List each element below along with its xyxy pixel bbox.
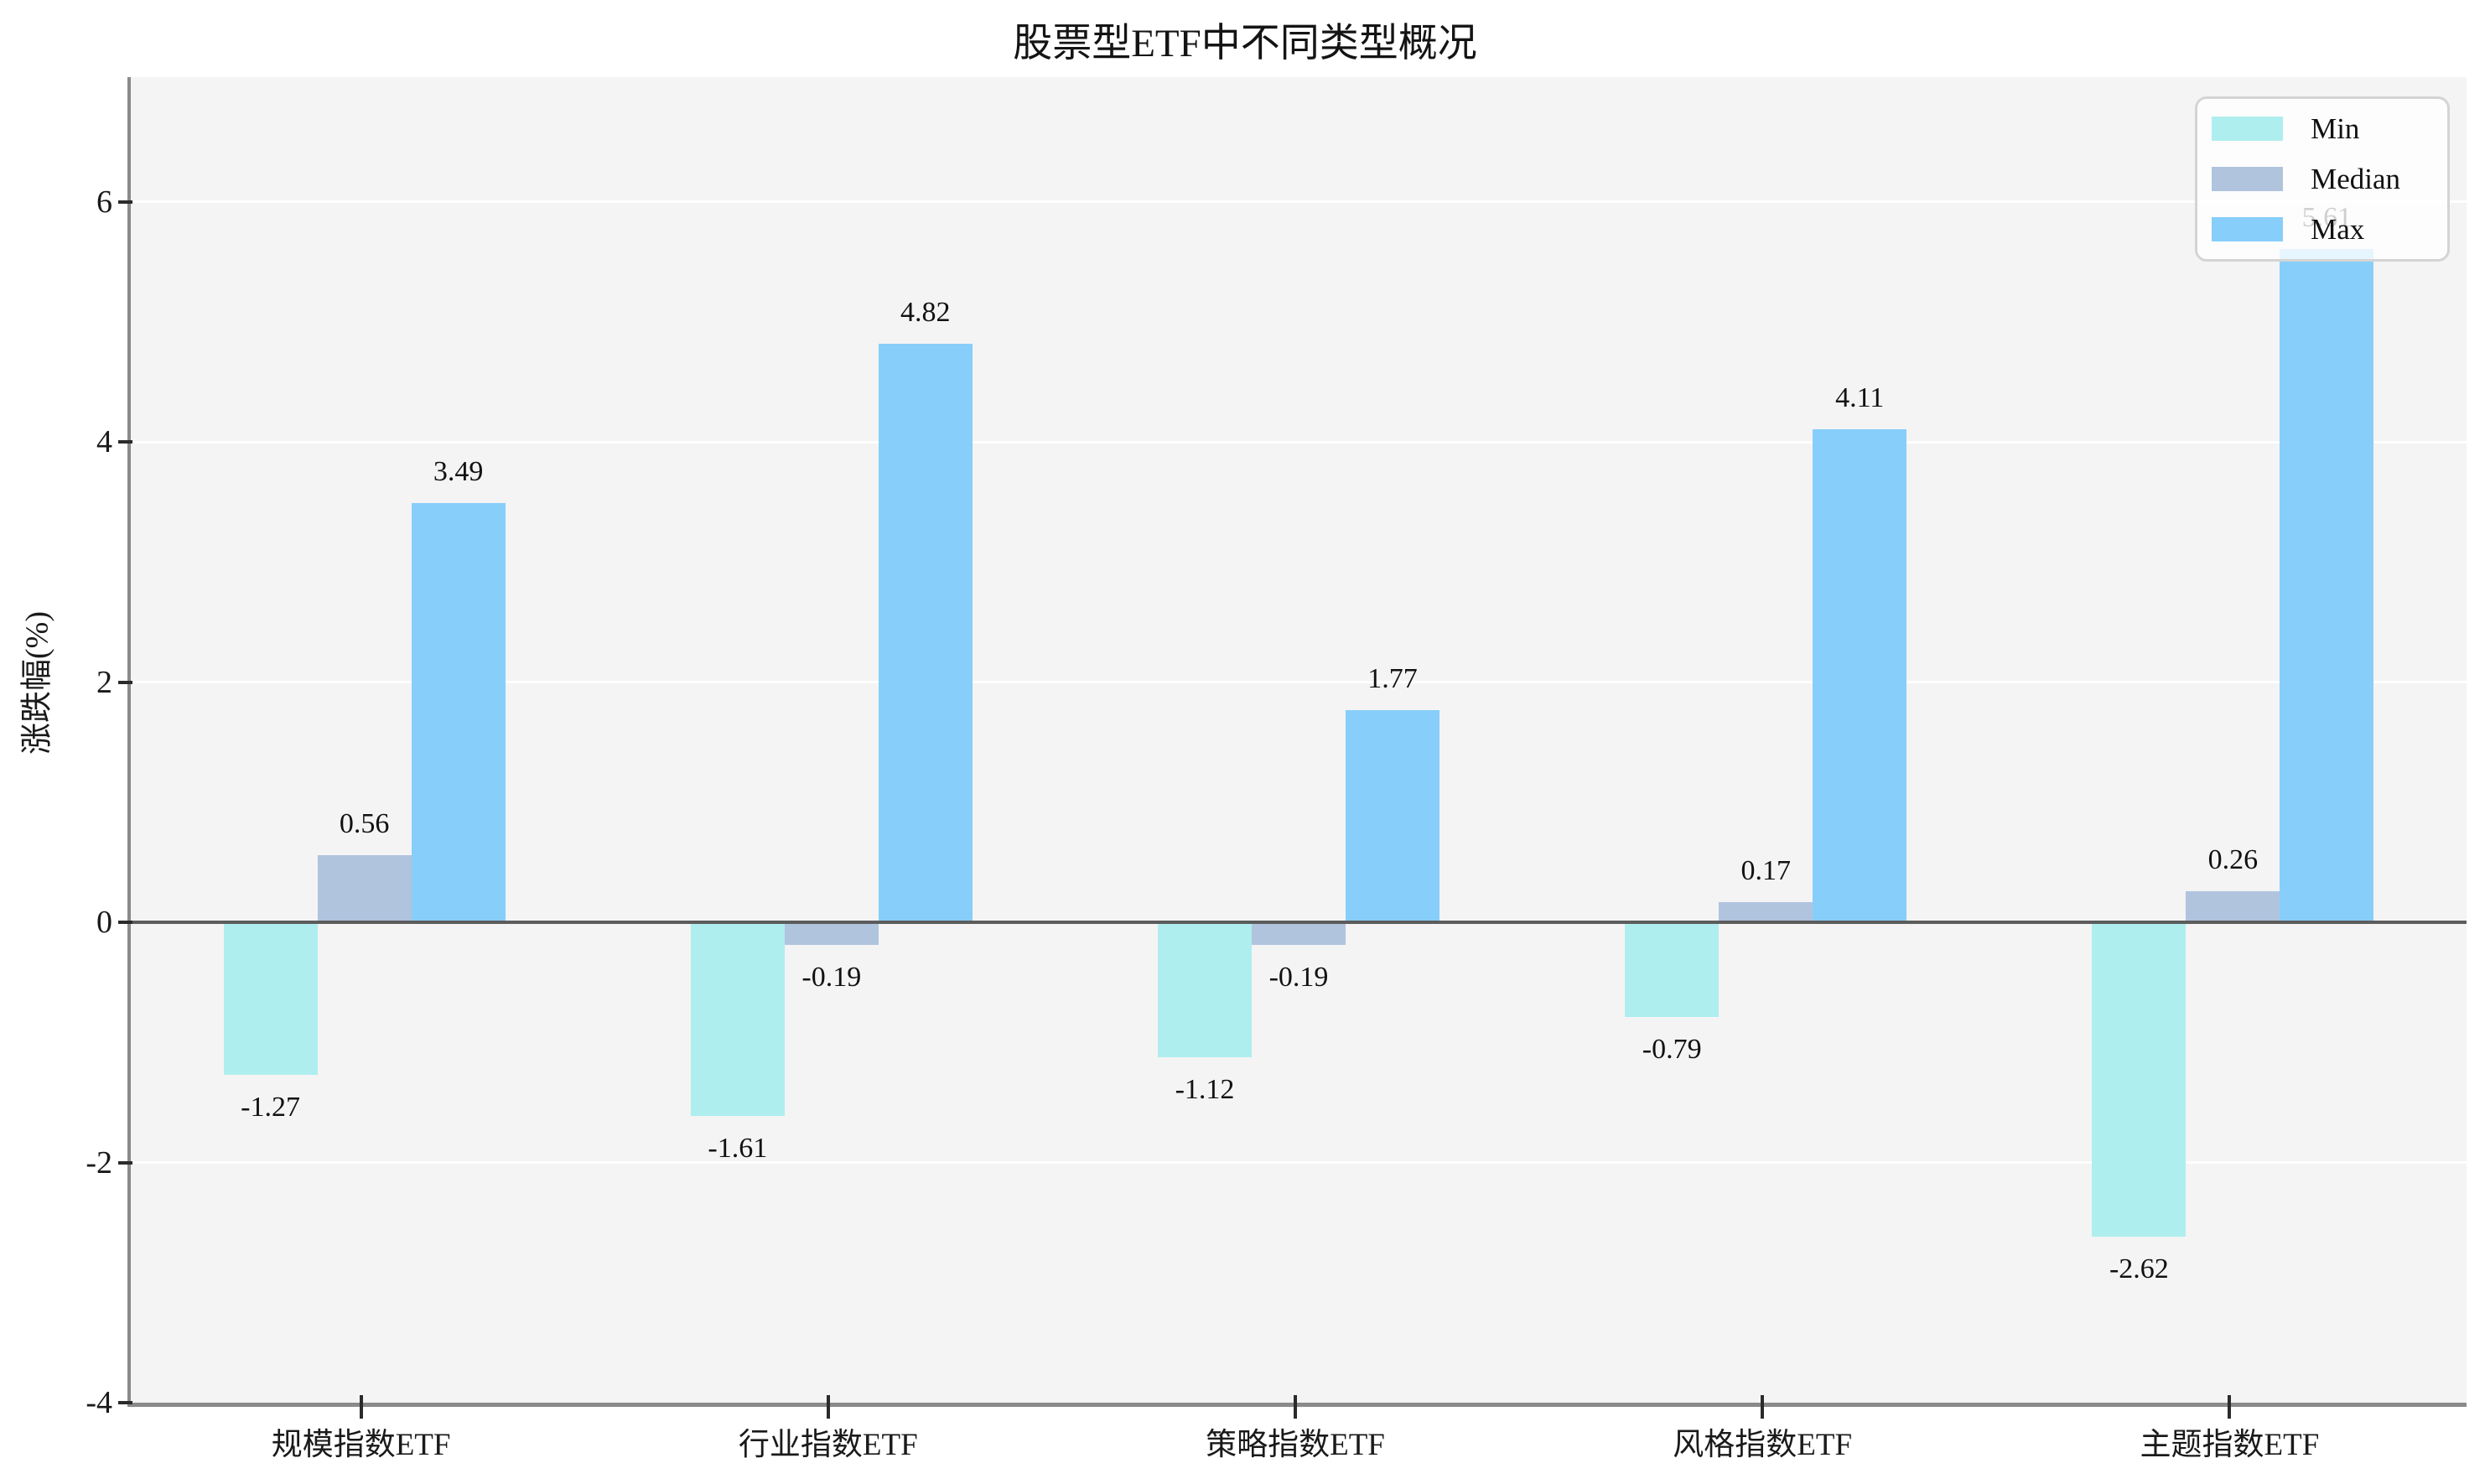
bar-max [2280, 248, 2374, 923]
bar-value-label: 1.77 [1367, 662, 1418, 694]
bar-value-label: 0.17 [1740, 854, 1791, 886]
legend-label: Min [2311, 112, 2360, 145]
plot-area: -1.27 -1.61 -1.12 -0.79 -2.62 0.56 -0.19 -0.19 0… [127, 77, 2467, 1407]
legend: Min Median Max [2195, 96, 2450, 262]
bar-max [878, 343, 973, 923]
bar-median [784, 922, 879, 946]
y-tick-mark [118, 921, 132, 925]
bar-value-label: 4.82 [900, 296, 951, 328]
y-tick-label: -2 [86, 1144, 112, 1180]
y-tick-label: -4 [86, 1385, 112, 1420]
y-tick-label: 4 [96, 424, 112, 460]
bar-min [1158, 922, 1252, 1057]
x-tick-label: 主题指数ETF [2140, 1428, 2320, 1462]
legend-label: Median [2311, 163, 2400, 195]
bar-value-label: 4.11 [1835, 381, 1885, 413]
bar-value-label: -1.27 [241, 1092, 301, 1123]
gridline [131, 681, 2467, 684]
legend-swatch-median [2212, 167, 2284, 191]
bar-value-label: -0.19 [1268, 962, 1329, 994]
legend-label: Max [2311, 213, 2365, 246]
y-tick-mark [118, 1160, 132, 1165]
y-tick-mark [118, 680, 132, 684]
x-tick-mark [826, 1395, 830, 1419]
bar-max [411, 503, 506, 923]
bar-value-label: -2.62 [2109, 1253, 2169, 1285]
x-tick-label: 规模指数ETF [271, 1428, 451, 1462]
bar-value-label: 0.26 [2207, 843, 2259, 875]
bar-value-label: -0.79 [1642, 1034, 1702, 1066]
x-tick-mark [1761, 1395, 1765, 1419]
chart-title: 股票型ETF中不同类型概况 [1013, 22, 1477, 65]
legend-swatch-max [2212, 217, 2284, 241]
bar-median [1719, 901, 1813, 923]
bar-median [2186, 890, 2280, 923]
bar-median [317, 854, 412, 923]
y-tick-label: 6 [96, 184, 112, 220]
bar-value-label: 0.56 [339, 807, 390, 839]
x-tick-label: 策略指数ETF [1206, 1428, 1385, 1462]
x-tick-mark [359, 1395, 363, 1419]
x-tick-mark [1294, 1395, 1297, 1419]
legend-row: Median [2212, 164, 2424, 194]
bar-median [1252, 922, 1346, 946]
y-tick-mark [118, 200, 132, 204]
y-tick-label: 2 [96, 664, 112, 700]
gridline [131, 1161, 2467, 1165]
bar-min [223, 922, 318, 1076]
bar-value-label: -1.61 [708, 1132, 768, 1164]
bar-min [690, 922, 785, 1116]
gridline [131, 200, 2467, 204]
bar-max [1346, 709, 1440, 923]
zero-line [131, 921, 2467, 925]
gridline [131, 440, 2467, 444]
y-tick-label: 0 [96, 905, 112, 941]
y-tick-mark [118, 440, 132, 444]
bar-value-label: 3.49 [433, 456, 484, 488]
bar-min [2092, 922, 2187, 1238]
x-tick-mark [2228, 1395, 2232, 1419]
bar-value-label: -0.19 [801, 962, 862, 994]
x-tick-label: 风格指数ETF [1673, 1428, 1853, 1462]
bar-min [1625, 922, 1720, 1018]
y-tick-mark [118, 1401, 132, 1404]
legend-row: Max [2212, 215, 2424, 244]
legend-row: Min [2212, 114, 2424, 143]
bar-value-label: -1.12 [1175, 1073, 1235, 1105]
bar-max [1813, 428, 1907, 923]
legend-swatch-min [2212, 117, 2284, 141]
x-tick-label: 行业指数ETF [738, 1428, 918, 1462]
